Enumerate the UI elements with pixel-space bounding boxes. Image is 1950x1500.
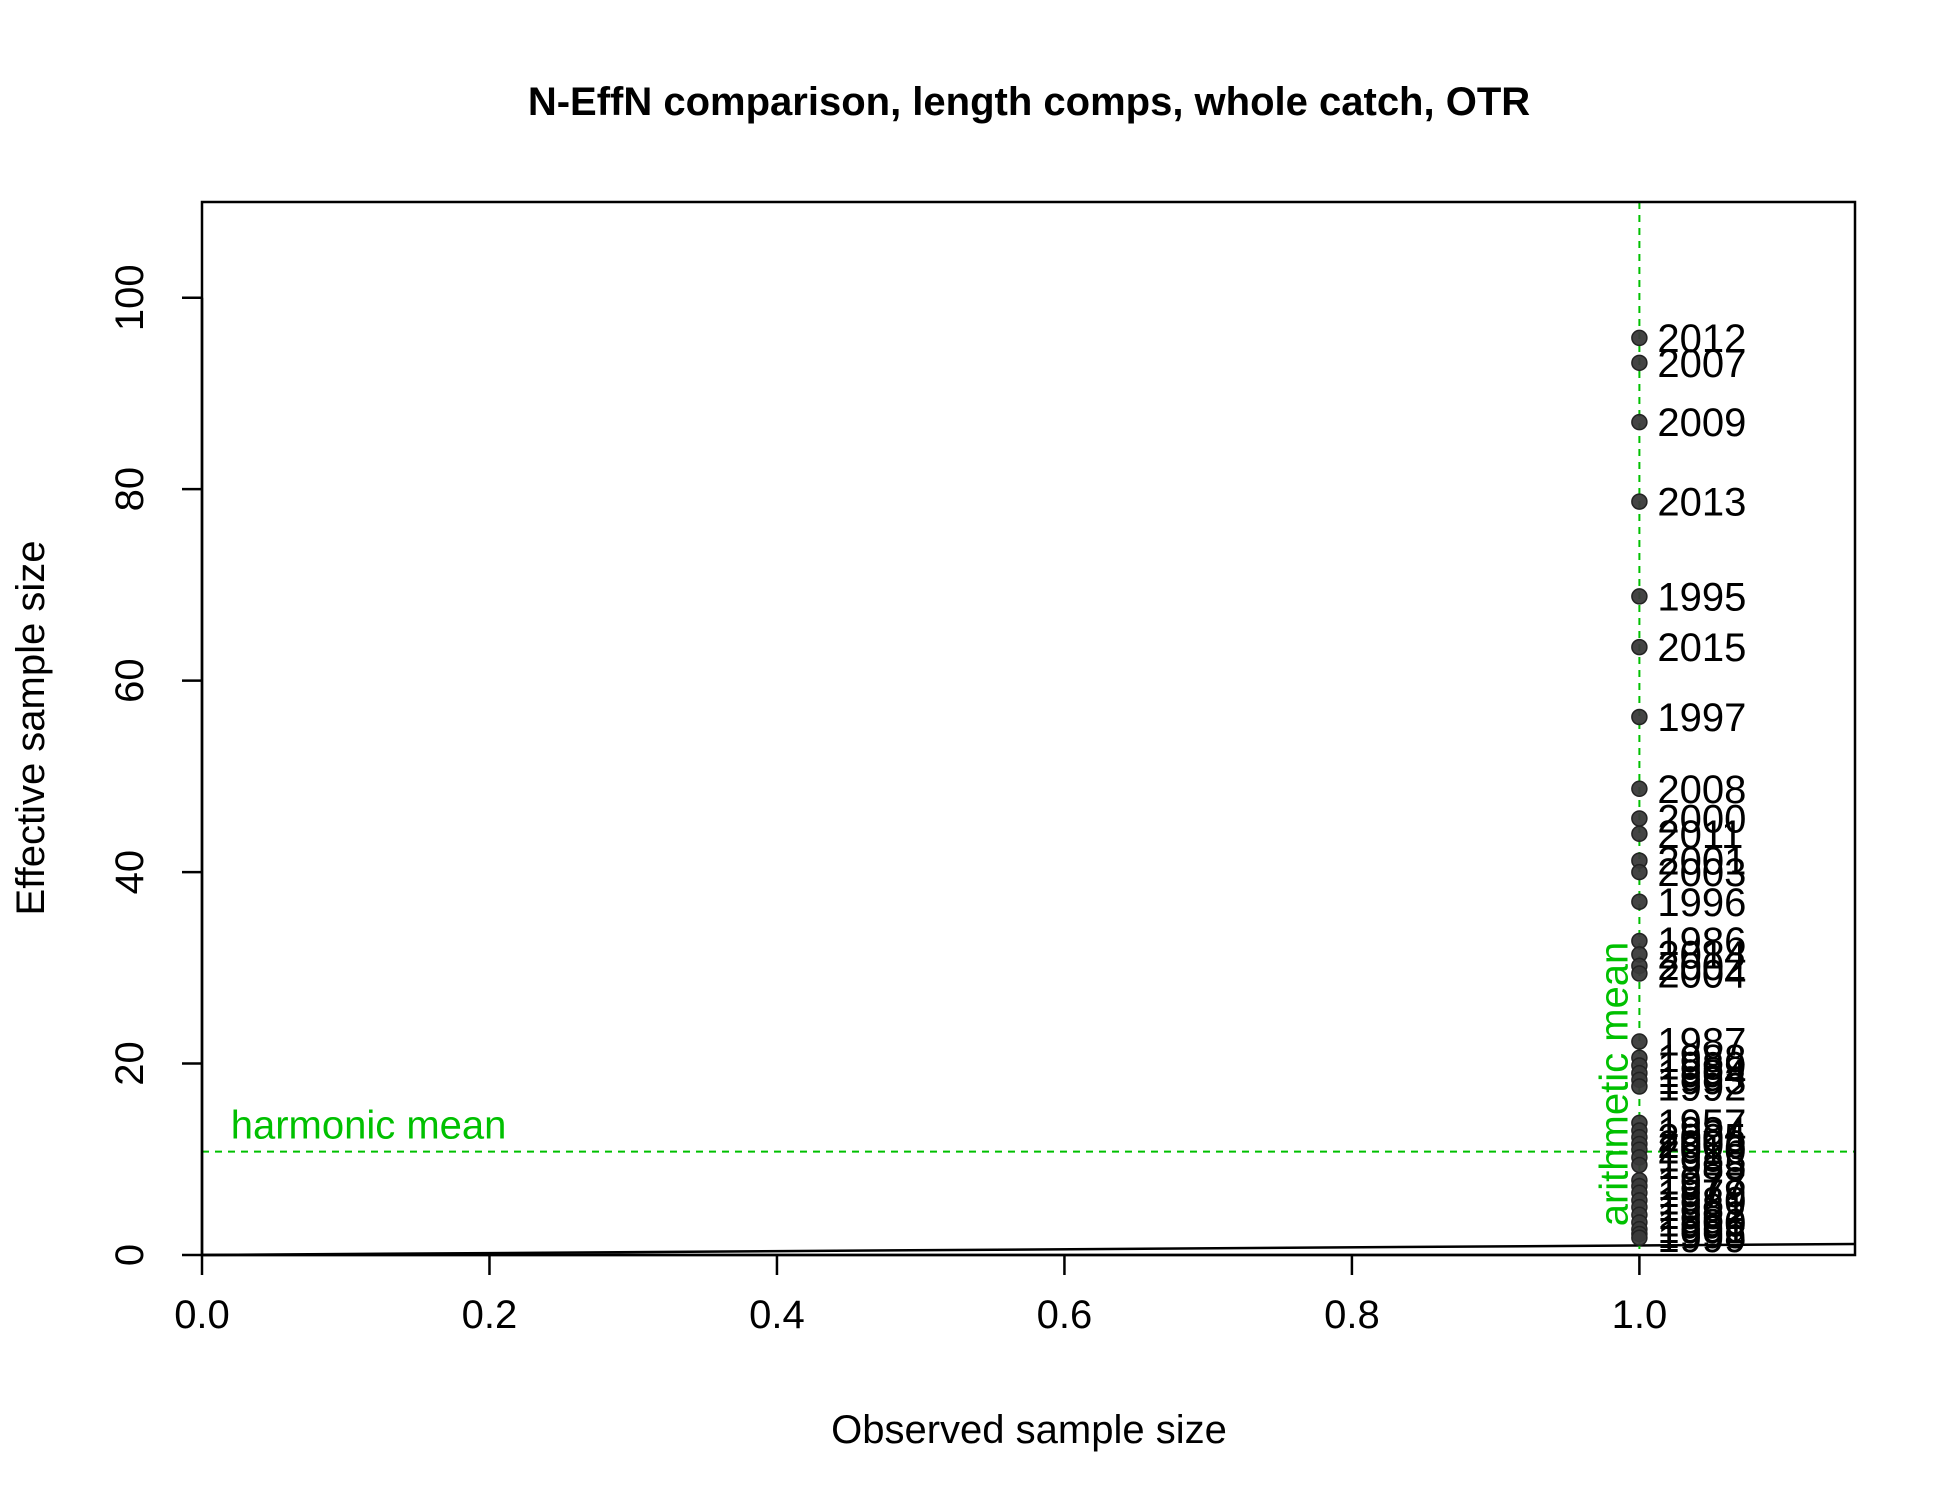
data-point-label: 2000 [1657, 797, 1746, 841]
data-point [1631, 493, 1648, 510]
data-point-label: 1985 [1657, 1144, 1746, 1188]
data-point-label: 1979 [1657, 1172, 1746, 1216]
y-axis: 0 20 40 60 80 100 [108, 264, 204, 1266]
data-point-label: 2010 [1657, 1129, 1746, 1173]
data-point-label: 2001 [1657, 840, 1746, 884]
data-point-label: 2013 [1657, 481, 1746, 525]
x-tick-label: 0.8 [1324, 1293, 1380, 1337]
data-point [1631, 413, 1648, 431]
data-point-label: 1988 [1657, 1037, 1746, 1081]
data-point [1631, 780, 1648, 798]
data-point-label: 2006 [1657, 1123, 1746, 1167]
x-axis: 0.0 0.2 0.4 0.6 0.8 1.0 [174, 1253, 1668, 1337]
data-point [1631, 708, 1648, 726]
x-tick-label: 1.0 [1612, 1293, 1668, 1337]
data-point-label: 1993 [1657, 1059, 1746, 1103]
data-point-label: 2014 [1657, 933, 1746, 977]
data-point-label: 1977 [1657, 1165, 1746, 1209]
x-tick-label: 0.6 [1037, 1293, 1093, 1337]
data-point [1631, 893, 1648, 911]
data-point-label: 1998 [1657, 1213, 1746, 1257]
data-point-label: 1992 [1657, 1066, 1746, 1110]
data-point-label: 2005 [1657, 1116, 1746, 1160]
data-point-label: 1999 [1657, 1217, 1746, 1261]
data-point-label: 1989 [1657, 1044, 1746, 1088]
data-point-label: 2003 [1657, 851, 1746, 895]
y-tick-label: 0 [108, 1244, 152, 1266]
data-point-label: 1997 [1657, 696, 1746, 740]
data-point [1631, 354, 1648, 372]
data-point-label: 1983 [1657, 1136, 1746, 1180]
data-point-label: 2011 [1657, 813, 1743, 857]
data-point [1631, 588, 1648, 605]
data-point-label: 1994 [1657, 1052, 1746, 1096]
x-tick-label: 0.0 [174, 1293, 230, 1337]
data-point [1631, 329, 1648, 347]
x-axis-label: Observed sample size [831, 1408, 1227, 1452]
reference-line [201, 1242, 1856, 1257]
y-tick-label: 100 [108, 264, 152, 331]
data-point-label: 1978 [1657, 1159, 1746, 1203]
data-point-label: 1987 [1657, 1021, 1746, 1065]
data-point-label: 1990 [1657, 1201, 1746, 1245]
data-point [1631, 1078, 1648, 1095]
data-point-label: 1995 [1657, 575, 1746, 619]
data-point [1631, 638, 1648, 656]
y-tick-label: 80 [108, 467, 152, 512]
arithmetic-mean-label: arithmetic mean [1592, 942, 1636, 1227]
data-point-label: 1980 [1657, 1179, 1746, 1223]
data-point-label: 1984 [1657, 1110, 1746, 1154]
y-axis-label: Effective sample size [9, 541, 53, 916]
x-tick-label: 0.2 [462, 1293, 518, 1337]
data-point [1631, 1156, 1648, 1174]
data-point-label: 2007 [1657, 342, 1746, 386]
data-point-label: 2009 [1657, 401, 1746, 445]
y-tick-label: 20 [108, 1041, 152, 1086]
data-point-label: 2004 [1657, 953, 1746, 997]
chart-title: N-EffN comparison, length comps, whole c… [528, 80, 1530, 124]
data-point-label: 1981 [1657, 1186, 1746, 1230]
data-point [1631, 810, 1648, 827]
data-point-label: 1957 [1657, 1102, 1746, 1146]
x-tick-label: 0.4 [749, 1293, 805, 1337]
data-point [1631, 1229, 1648, 1247]
data-point-label: 2012 [1657, 317, 1746, 361]
data-point [1631, 1033, 1648, 1050]
data-point-label: 1996 [1657, 881, 1746, 925]
data-point [1631, 825, 1648, 843]
data-point-label: 1991 [1657, 1208, 1746, 1252]
y-tick-label: 40 [108, 850, 152, 895]
data-point-label: 1986 [1657, 920, 1746, 964]
data-point-label: 2008 [1657, 768, 1746, 812]
harmonic-mean-label: harmonic mean [231, 1104, 507, 1148]
data-point [1631, 863, 1648, 881]
data-point-label: 2015 [1657, 626, 1746, 670]
data-point-label: 1982 [1657, 1194, 1746, 1238]
data-point-label: 2002 [1657, 945, 1746, 989]
y-tick-label: 60 [108, 658, 152, 703]
data-point [1631, 965, 1648, 982]
